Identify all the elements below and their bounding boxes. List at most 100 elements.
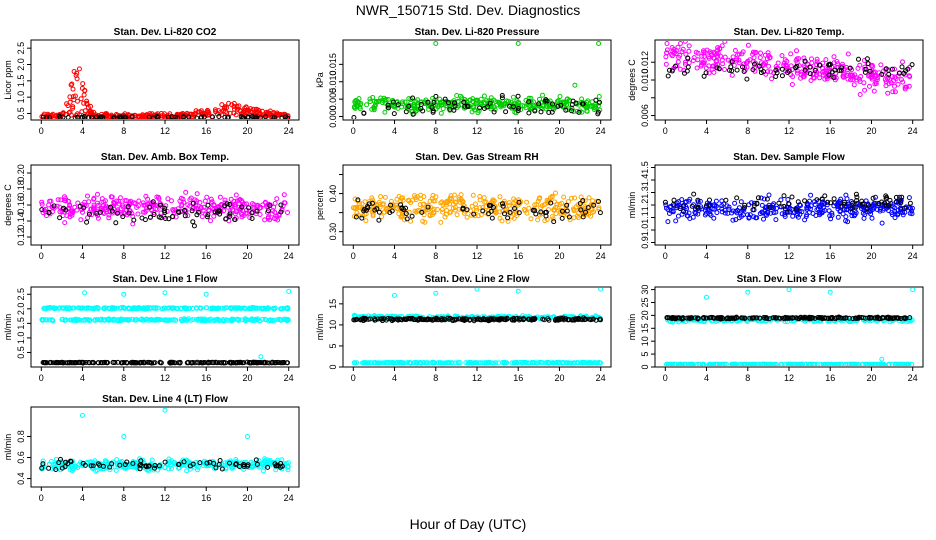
data-point [585, 205, 591, 211]
y-tick-label: 0.14 [16, 212, 26, 230]
data-point [779, 66, 785, 72]
data-point [453, 205, 458, 210]
data-point [451, 107, 457, 113]
data-point [758, 50, 763, 56]
data-point [767, 55, 773, 61]
data-point [253, 114, 259, 119]
data-point [365, 360, 371, 366]
data-point [753, 50, 759, 55]
data-point [245, 114, 251, 119]
data-point [584, 105, 590, 110]
x-tick-label: 16 [513, 251, 523, 261]
data-point [445, 315, 451, 321]
data-point [817, 71, 823, 77]
data-point [828, 200, 834, 206]
data-point [578, 207, 584, 213]
data-point [263, 306, 269, 312]
data-point [212, 317, 218, 323]
data-point [170, 208, 176, 214]
data-point [689, 315, 695, 321]
data-point [89, 212, 95, 218]
data-point [892, 205, 898, 211]
data-point [882, 362, 888, 366]
data-point [82, 108, 88, 114]
data-point [438, 200, 444, 206]
data-point [91, 360, 97, 366]
data-point [538, 209, 544, 215]
data-point [680, 362, 686, 366]
data-point [547, 195, 553, 201]
data-point [403, 109, 409, 115]
panel-title: Stan. Dev. Line 3 Flow [737, 274, 842, 285]
data-point [402, 217, 407, 223]
points [39, 189, 290, 229]
data-point [907, 200, 913, 206]
data-point [699, 53, 705, 59]
data-point [382, 194, 388, 200]
data-point [742, 316, 748, 321]
data-point [529, 360, 535, 366]
data-point [744, 76, 750, 82]
data-point [224, 105, 230, 111]
data-point [501, 317, 507, 323]
x-tick-label: 4 [392, 373, 397, 383]
data-point [233, 192, 239, 198]
data-point [221, 106, 227, 111]
data-point [421, 316, 427, 322]
data-point [866, 315, 872, 321]
data-point [279, 115, 285, 119]
x-tick-label: 24 [908, 251, 918, 261]
data-point [418, 102, 424, 107]
data-point [535, 217, 541, 223]
data-point [751, 200, 757, 206]
data-point [499, 95, 505, 101]
data-point [199, 214, 205, 220]
data-point [254, 305, 260, 311]
data-point [675, 213, 681, 219]
data-point [217, 194, 223, 200]
data-point [563, 203, 569, 209]
data-point [464, 214, 470, 220]
data-point [185, 213, 191, 219]
data-point [729, 59, 735, 65]
data-point [869, 215, 875, 221]
data-point [751, 203, 757, 208]
data-point [844, 207, 850, 213]
data-point [794, 206, 799, 212]
data-point [244, 210, 250, 216]
data-point [592, 102, 598, 108]
data-point [485, 104, 491, 110]
data-point [67, 94, 73, 100]
data-point [217, 211, 223, 217]
data-point [123, 204, 129, 210]
data-point [679, 49, 685, 55]
data-point [55, 197, 61, 203]
data-point [138, 317, 144, 323]
data-point [709, 66, 715, 72]
data-point [762, 205, 768, 211]
data-point [281, 192, 287, 198]
data-point [363, 207, 369, 213]
data-point [761, 62, 767, 67]
data-point [907, 315, 913, 321]
data-point [82, 202, 88, 208]
data-point [231, 317, 237, 322]
data-point [121, 305, 127, 311]
data-point [122, 198, 128, 204]
data-point [181, 115, 186, 119]
x-tick-label: 20 [866, 251, 876, 261]
y-tick-label: 1.5 [16, 317, 26, 330]
data-point [729, 210, 735, 216]
data-point [812, 315, 818, 321]
data-point [747, 57, 753, 63]
data-point [520, 317, 526, 323]
data-point [436, 317, 442, 323]
data-point [676, 54, 682, 60]
data-point [78, 96, 84, 102]
data-point [831, 196, 837, 202]
data-point [510, 203, 516, 209]
data-point [413, 359, 419, 365]
data-point [525, 316, 531, 322]
data-point [254, 360, 260, 366]
